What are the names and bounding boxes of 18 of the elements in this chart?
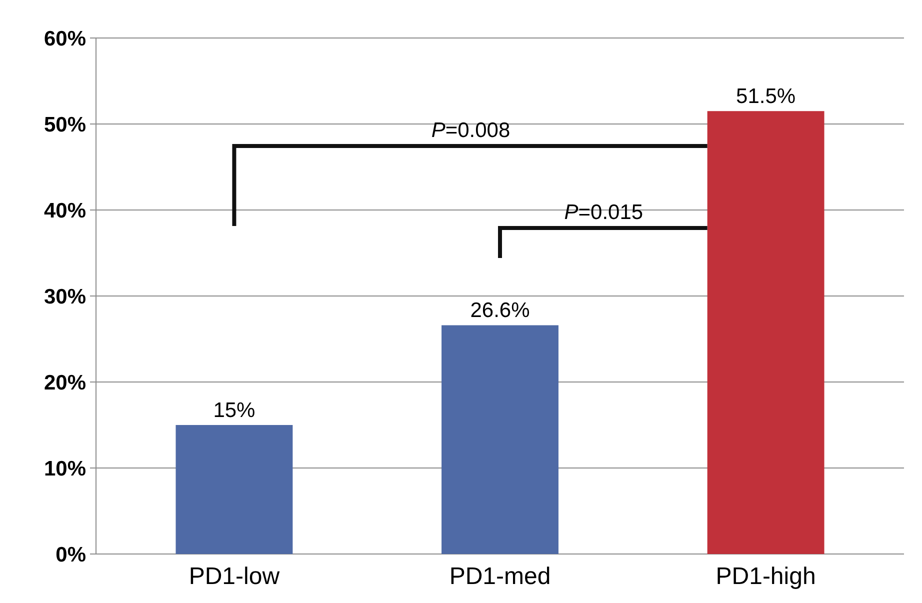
y-tick-label: 30% <box>44 285 86 308</box>
x-tick-label: PD1-high <box>716 563 816 590</box>
x-tick-label: PD1-low <box>188 563 280 590</box>
bar <box>176 425 293 554</box>
annotation: P=0.008 <box>431 119 510 142</box>
annotation: P=0.015 <box>564 201 644 224</box>
data-label: 26.6% <box>470 299 530 322</box>
data-label: 15% <box>213 399 256 422</box>
x-tick-label: PD1-med <box>449 563 551 590</box>
data-label: 51.5% <box>736 85 796 108</box>
y-tick-label: 50% <box>44 113 86 136</box>
bar <box>442 325 558 554</box>
bar <box>707 111 824 554</box>
y-tick-label: 20% <box>44 371 86 394</box>
y-tick-label: 0% <box>56 543 86 566</box>
y-tick-label: 60% <box>44 27 86 50</box>
y-tick-label: 10% <box>44 457 86 480</box>
y-tick-label: 40% <box>44 199 86 222</box>
